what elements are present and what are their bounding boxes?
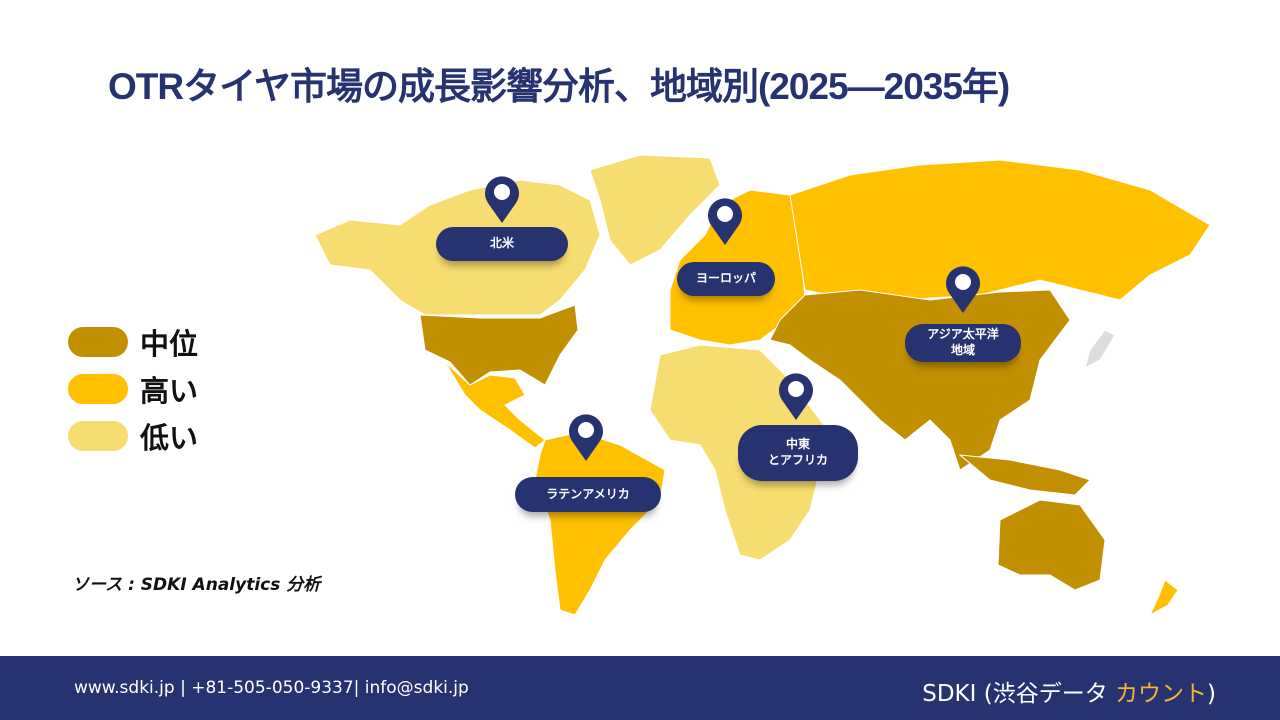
legend-swatch: [68, 420, 128, 451]
legend-label: 高い: [140, 373, 199, 408]
legend-item-medium: 中位: [68, 318, 198, 365]
brand-end: ): [1207, 681, 1216, 707]
legend-swatch: [68, 373, 128, 404]
brand-accent: カウント: [1115, 681, 1208, 707]
page-title: OTRタイヤ市場の成長影響分析、地域別(2025—2035年): [108, 66, 1010, 107]
region-label-north-america: 北米: [436, 227, 568, 261]
region-label-europe: ヨーロッパ: [677, 262, 775, 296]
region-label-text: 北米: [489, 236, 514, 251]
region-new-zealand: [1148, 579, 1179, 617]
region-usa: [419, 304, 579, 386]
region-russia: [789, 159, 1211, 301]
legend: 中位 高い 低い: [68, 318, 198, 459]
legend-label: 低い: [140, 420, 199, 455]
legend-item-high: 高い: [68, 365, 198, 412]
region-mexico-central-america: [444, 361, 546, 449]
legend-swatch: [68, 326, 128, 357]
region-label-text: アジア太平洋: [927, 327, 999, 342]
legend-item-low: 低い: [68, 412, 198, 459]
map-pin-icon: [708, 198, 742, 245]
brand-text: SDKI (渋谷データ: [922, 681, 1116, 707]
region-australia: [997, 499, 1106, 591]
source-note: ソース : SDKI Analytics 分析: [72, 575, 321, 595]
region-label-text: ヨーロッパ: [695, 271, 756, 286]
map-pin-icon: [946, 266, 980, 313]
region-label-latin-america: ラテンアメリカ: [515, 477, 661, 512]
map-pin-icon: [779, 373, 813, 420]
region-southeast-asia: [958, 454, 1091, 496]
region-label-text: 地域: [950, 343, 975, 357]
map-pin-icon: [569, 414, 603, 461]
footer: www.sdki.jp | +81-505-050-9337| info@sdk…: [0, 656, 1280, 720]
map-pin-icon: [485, 176, 519, 223]
legend-label: 中位: [140, 326, 199, 361]
region-label-text: とアフリカ: [767, 453, 828, 467]
region-label-text: ラテンアメリカ: [546, 486, 630, 501]
region-label-text: 中東: [785, 437, 810, 452]
region-japan: [1084, 329, 1116, 369]
brand-logo: SDKI (渋谷データ カウント): [922, 674, 1216, 708]
contact-info: www.sdki.jp | +81-505-050-9337| info@sdk…: [74, 678, 469, 698]
region-greenland: [589, 154, 721, 266]
region-label-asia-pacific: アジア太平洋 地域: [905, 324, 1021, 362]
region-label-middle-east-africa: 中東 とアフリカ: [738, 425, 858, 481]
